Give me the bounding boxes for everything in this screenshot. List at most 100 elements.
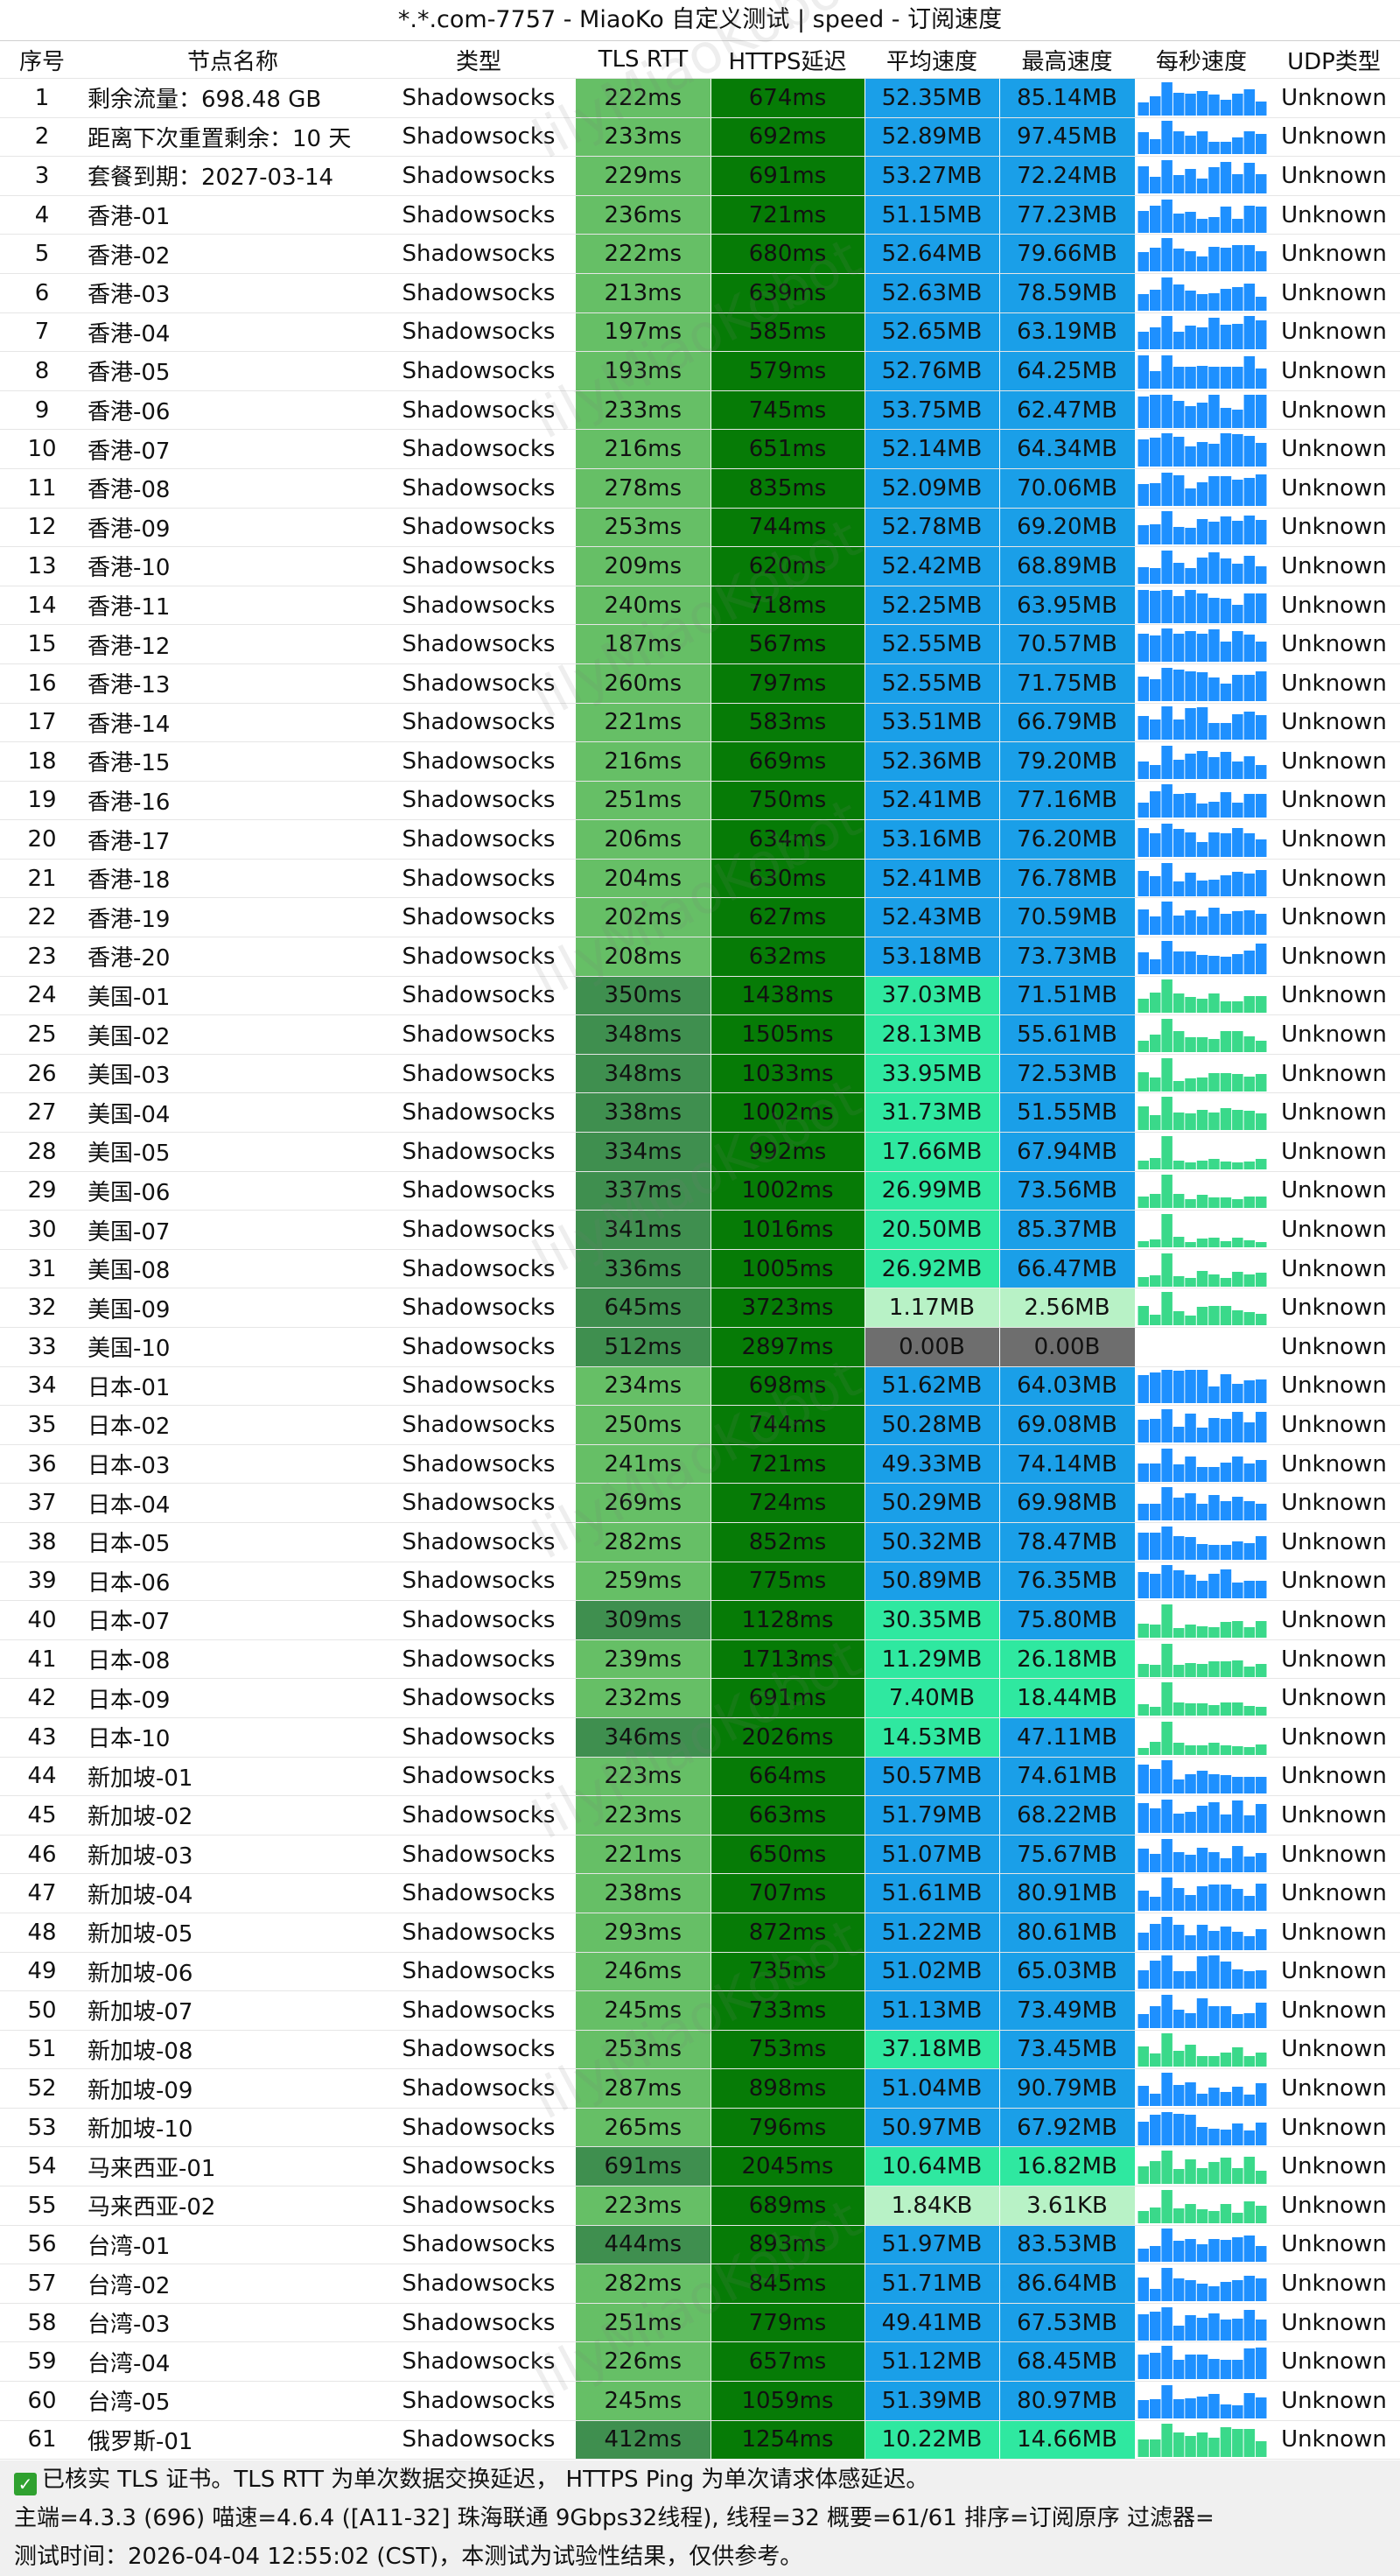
speed-sparkline-bar xyxy=(1149,1504,1160,1521)
per-second-speed-cell xyxy=(1135,1405,1268,1445)
node-name: 香港-13 xyxy=(84,663,382,704)
speed-sparkline-bar xyxy=(1138,1419,1149,1442)
row-index: 29 xyxy=(0,1171,84,1211)
table-row: 16 香港-13 Shadowsocks 260ms 797ms 52.55MB 71.75… xyxy=(0,663,1400,704)
speed-sparkline-bar xyxy=(1160,2424,1172,2458)
speed-sparkline-bar xyxy=(1255,2205,1266,2223)
speed-sparkline xyxy=(1138,316,1266,350)
speed-sparkline-bar xyxy=(1149,1897,1160,1912)
speed-sparkline-bar xyxy=(1208,2286,1220,2302)
row-index: 55 xyxy=(0,2186,84,2226)
speed-sparkline-bar xyxy=(1138,293,1149,311)
speed-sparkline-bar xyxy=(1184,2203,1196,2223)
tls-rtt-value: 348ms xyxy=(576,1014,711,1055)
row-index: 42 xyxy=(0,1678,84,1718)
speed-sparkline-bar xyxy=(1208,1417,1220,1442)
speed-sparkline-bar xyxy=(1184,2355,1196,2380)
speed-sparkline-bar xyxy=(1149,176,1160,193)
speed-sparkline-bar xyxy=(1149,1463,1160,1482)
row-index: 39 xyxy=(0,1562,84,1602)
speed-sparkline-bar xyxy=(1149,2053,1160,2067)
https-latency-value: 585ms xyxy=(710,312,865,353)
speed-sparkline-bar xyxy=(1160,1838,1172,1872)
tls-rtt-value: 221ms xyxy=(576,1835,711,1875)
row-index: 30 xyxy=(0,1210,84,1250)
speed-sparkline-bar xyxy=(1231,1384,1243,1404)
speed-sparkline-bar xyxy=(1149,1574,1160,1599)
max-speed-value: 74.61MB xyxy=(999,1757,1136,1797)
udp-type-value: Unknown xyxy=(1268,976,1400,1016)
speed-sparkline-bar xyxy=(1208,1039,1220,1053)
node-name: 香港-17 xyxy=(84,819,382,860)
speed-sparkline-bar xyxy=(1196,1847,1208,1872)
speed-sparkline-bar xyxy=(1149,833,1160,858)
per-second-speed-cell xyxy=(1135,2068,1268,2109)
speed-sparkline xyxy=(1138,784,1266,818)
row-index: 58 xyxy=(0,2303,84,2343)
speed-sparkline-bar xyxy=(1184,2280,1196,2302)
udp-type-value: Unknown xyxy=(1268,1132,1400,1172)
speed-sparkline-bar xyxy=(1172,366,1184,389)
speed-sparkline-bar xyxy=(1220,1418,1231,1442)
avg-speed-value: 52.42MB xyxy=(864,546,1000,586)
row-index: 48 xyxy=(0,1913,84,1953)
node-name: 香港-05 xyxy=(84,351,382,391)
speed-sparkline xyxy=(1138,81,1266,116)
speed-sparkline xyxy=(1138,159,1266,193)
udp-type-value: Unknown xyxy=(1268,703,1400,743)
node-name: 美国-08 xyxy=(84,1249,382,1289)
table-row: 18 香港-15 Shadowsocks 216ms 669ms 52.36MB 79.20… xyxy=(0,741,1400,782)
row-index: 15 xyxy=(0,624,84,664)
tls-rtt-value: 251ms xyxy=(576,781,711,821)
speed-sparkline-bar xyxy=(1196,519,1208,545)
row-index: 28 xyxy=(0,1132,84,1172)
node-name: 香港-04 xyxy=(84,312,382,353)
speed-sparkline-bar xyxy=(1196,1744,1208,1755)
node-type: Shadowsocks xyxy=(382,2108,576,2148)
per-second-speed-cell xyxy=(1135,859,1268,899)
row-index: 53 xyxy=(0,2108,84,2148)
speed-sparkline-bar xyxy=(1196,293,1208,311)
udp-type-value: Unknown xyxy=(1268,2225,1400,2265)
speed-sparkline-bar xyxy=(1160,2033,1172,2067)
speed-sparkline-bar xyxy=(1208,1306,1220,1326)
speed-sparkline-bar xyxy=(1220,1374,1231,1404)
speed-sparkline-bar xyxy=(1243,1240,1255,1248)
speed-sparkline-bar xyxy=(1172,1888,1184,1912)
header-tls-rtt: TLS RTT xyxy=(576,41,710,79)
speed-sparkline-bar xyxy=(1196,671,1208,701)
tls-rtt-value: 293ms xyxy=(576,1913,711,1953)
node-type: Shadowsocks xyxy=(382,819,576,860)
speed-sparkline-bar xyxy=(1172,881,1184,896)
udp-type-value: Unknown xyxy=(1268,1757,1400,1797)
speed-sparkline-bar xyxy=(1208,993,1220,1014)
tls-rtt-value: 204ms xyxy=(576,859,711,899)
tls-rtt-value: 246ms xyxy=(576,1952,711,1992)
speed-sparkline-bar xyxy=(1184,405,1196,428)
table-row: 22 香港-19 Shadowsocks 202ms 627ms 52.43MB 70.59… xyxy=(0,897,1400,938)
speed-sparkline-bar xyxy=(1184,589,1196,623)
node-type: Shadowsocks xyxy=(382,1171,576,1211)
speed-sparkline-bar xyxy=(1255,670,1266,701)
speed-sparkline-bar xyxy=(1231,1110,1243,1131)
speed-sparkline-bar xyxy=(1196,1160,1208,1169)
speed-sparkline-bar xyxy=(1243,1666,1255,1677)
per-second-speed-cell xyxy=(1135,2146,1268,2187)
per-second-speed-cell xyxy=(1135,78,1268,118)
speed-sparkline-bar xyxy=(1184,793,1196,818)
speed-sparkline-bar xyxy=(1138,210,1149,233)
speed-sparkline-bar xyxy=(1208,444,1220,467)
max-speed-value: 64.34MB xyxy=(999,429,1136,469)
speed-sparkline xyxy=(1138,1838,1266,1872)
udp-type-value: Unknown xyxy=(1268,1444,1400,1485)
speed-sparkline-bar xyxy=(1160,2073,1172,2107)
avg-speed-value: 52.89MB xyxy=(864,117,1000,158)
speed-sparkline-bar xyxy=(1220,1277,1231,1287)
speed-sparkline-bar xyxy=(1208,1197,1220,1209)
speed-sparkline-bar xyxy=(1149,1664,1160,1677)
node-type: Shadowsocks xyxy=(382,2068,576,2109)
speed-sparkline-bar xyxy=(1196,1110,1208,1131)
udp-type-value: Unknown xyxy=(1268,937,1400,977)
speed-sparkline-bar xyxy=(1208,908,1220,936)
speed-sparkline-bar xyxy=(1138,1932,1149,1950)
